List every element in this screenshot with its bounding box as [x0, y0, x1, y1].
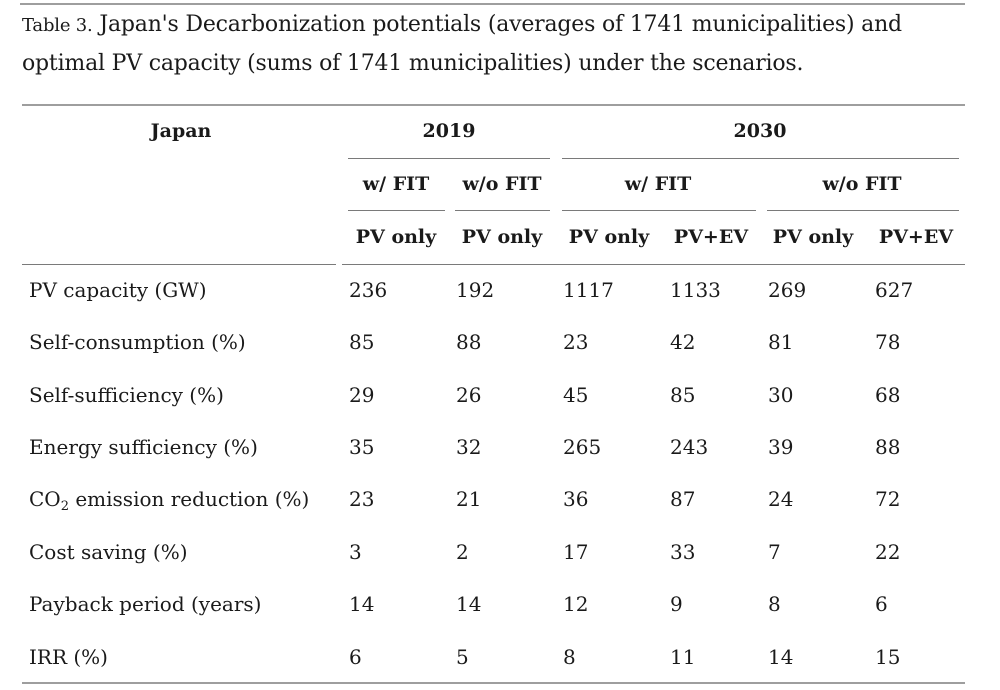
row-label-rest: emission reduction (%) [68, 487, 310, 511]
header-config-6: PV+EV [878, 226, 954, 248]
rule-2019-wofit [455, 210, 550, 211]
cell-value: 29 [349, 383, 375, 407]
cell-value: 23 [563, 330, 589, 354]
header-config-2: PV only [461, 226, 543, 248]
cell-value: 7 [768, 540, 781, 564]
cell-value: 88 [456, 330, 482, 354]
cell-value: 265 [563, 435, 602, 459]
table-top-rule [22, 104, 965, 106]
cell-value: 8 [563, 645, 576, 669]
cell-value: 6 [875, 592, 888, 616]
row-label: IRR (%) [29, 645, 108, 669]
header-config-5: PV only [772, 226, 854, 248]
row-label: Cost saving (%) [29, 540, 188, 564]
header-config-1: PV only [355, 226, 437, 248]
header-fit-2019-wo: w/o FIT [462, 173, 542, 195]
cell-value: 88 [875, 435, 901, 459]
header-year-2019: 2019 [422, 120, 476, 142]
cell-value: 1133 [670, 278, 721, 302]
cell-value: 269 [768, 278, 807, 302]
cell-value: 8 [768, 592, 781, 616]
cell-value: 30 [768, 383, 794, 407]
header-fit-2030-wo: w/o FIT [822, 173, 902, 195]
cell-value: 85 [670, 383, 696, 407]
cell-value: 26 [456, 383, 482, 407]
header-year-2030: 2030 [733, 120, 787, 142]
cell-value: 15 [875, 645, 901, 669]
cell-value: 6 [349, 645, 362, 669]
caption-label: Table 3. [22, 15, 93, 36]
cell-value: 2 [456, 540, 469, 564]
row-label: Energy sufficiency (%) [29, 435, 258, 459]
cell-value: 14 [768, 645, 794, 669]
header-fit-2030-w: w/ FIT [624, 173, 692, 195]
row-label-co: CO [29, 487, 61, 511]
cell-value: 236 [349, 278, 388, 302]
caption-text: Japan's Decarbonization potentials (aver… [22, 12, 902, 76]
cell-value: 85 [349, 330, 375, 354]
cell-value: 14 [456, 592, 482, 616]
rule-2030-wfit [562, 210, 756, 211]
cell-value: 243 [670, 435, 709, 459]
cell-value: 14 [349, 592, 375, 616]
cell-value: 33 [670, 540, 696, 564]
cell-value: 35 [349, 435, 375, 459]
cell-value: 17 [563, 540, 589, 564]
cell-value: 24 [768, 487, 794, 511]
top-rule [20, 3, 965, 5]
rule-2030-span [562, 158, 959, 159]
cell-value: 23 [349, 487, 375, 511]
cell-value: 78 [875, 330, 901, 354]
cell-value: 87 [670, 487, 696, 511]
cell-value: 45 [563, 383, 589, 407]
cell-value: 5 [456, 645, 469, 669]
header-config-3: PV only [568, 226, 650, 248]
row-label: Self-sufficiency (%) [29, 383, 224, 407]
header-corner: Japan [150, 120, 212, 142]
row-label: PV capacity (GW) [29, 278, 207, 302]
row-label: Self-consumption (%) [29, 330, 246, 354]
cell-value: 11 [670, 645, 696, 669]
table-caption: Table 3. Japan's Decarbonization potenti… [22, 6, 972, 83]
cell-value: 1117 [563, 278, 614, 302]
cell-value: 192 [456, 278, 495, 302]
rule-2019-wfit [348, 210, 445, 211]
cell-value: 81 [768, 330, 794, 354]
cell-value: 12 [563, 592, 589, 616]
rule-2030-wofit [767, 210, 959, 211]
rule-header-bottom [342, 264, 965, 265]
table-bottom-rule [22, 682, 965, 684]
row-label-subscript: 2 [60, 499, 69, 514]
cell-value: 39 [768, 435, 794, 459]
rule-japan-col [22, 264, 336, 265]
cell-value: 68 [875, 383, 901, 407]
cell-value: 9 [670, 592, 683, 616]
rule-2019-span [348, 158, 550, 159]
cell-value: 32 [456, 435, 482, 459]
row-label: Payback period (years) [29, 592, 262, 616]
cell-value: 21 [456, 487, 482, 511]
cell-value: 42 [670, 330, 696, 354]
cell-value: 627 [875, 278, 914, 302]
cell-value: 72 [875, 487, 901, 511]
header-config-4: PV+EV [673, 226, 749, 248]
cell-value: 3 [349, 540, 362, 564]
cell-value: 36 [563, 487, 589, 511]
cell-value: 22 [875, 540, 901, 564]
header-fit-2019-w: w/ FIT [362, 173, 430, 195]
row-label: CO2 emission reduction (%) [29, 486, 310, 514]
